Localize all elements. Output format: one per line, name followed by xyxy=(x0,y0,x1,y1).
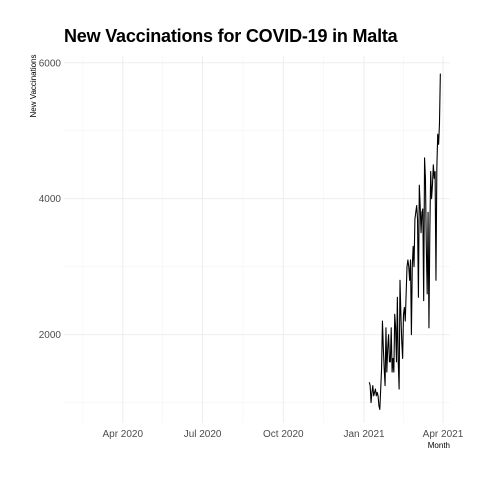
y-tick-label: 6000 xyxy=(39,58,62,69)
y-tick-label: 4000 xyxy=(39,194,62,205)
x-tick-label: Oct 2020 xyxy=(263,429,304,440)
x-axis-label: Month xyxy=(428,441,450,450)
x-tick-label: Apr 2020 xyxy=(102,429,143,440)
tick-labels: Apr 2020 Jul 2020 Oct 2020 Jan 2021 Apr 2021… xyxy=(39,58,464,440)
series-line xyxy=(368,73,441,410)
y-tick-label: 2000 xyxy=(39,330,62,341)
x-tick-label: Jan 2021 xyxy=(343,429,385,440)
y-axis-label: New Vaccinations xyxy=(29,55,38,118)
x-tick-label: Apr 2021 xyxy=(423,429,464,440)
x-tick-label: Jul 2020 xyxy=(184,429,222,440)
chart-title: New Vaccinations for COVID-19 in Malta xyxy=(64,26,398,46)
